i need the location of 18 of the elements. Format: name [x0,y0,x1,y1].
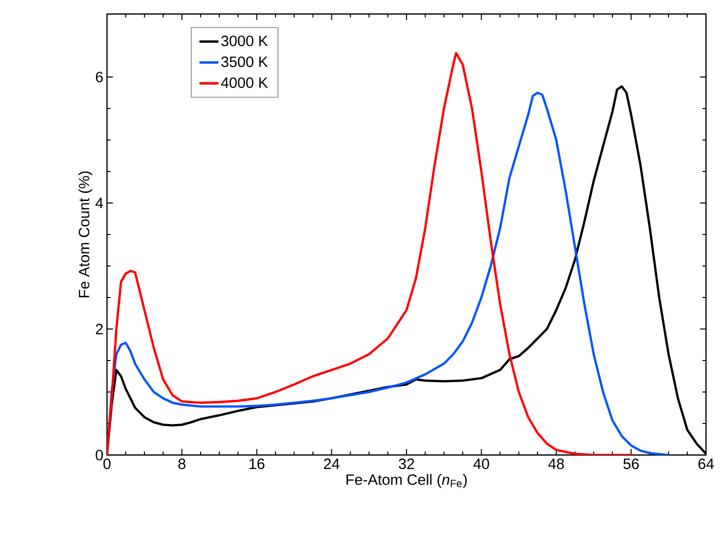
x-tick-label: 64 [698,458,714,470]
legend-label: 3000 K [221,36,268,46]
y-tick-label: 2 [96,324,103,334]
y-tick-label: 4 [96,198,104,208]
legend-label: 4000 K [221,77,268,88]
legend-label: 3500 K [221,56,268,68]
x-tick-label: 32 [398,458,414,470]
y-tick-label: 6 [96,72,103,82]
y-tick-label: 0 [96,450,103,460]
x-tick-label: 16 [250,458,264,470]
x-tick-label: 0 [103,458,111,470]
x-tick-label: 8 [178,458,186,470]
y-axis-title: Fe Atom Count (%) [78,172,92,298]
x-tick-label: 48 [548,458,564,470]
x-axis-title: Fe-Atom Cell (n$_{Fe}$) [346,474,467,488]
x-tick-label: 24 [324,458,340,469]
x-tick-label: 40 [473,458,490,470]
x-tick-label: 56 [623,458,639,470]
